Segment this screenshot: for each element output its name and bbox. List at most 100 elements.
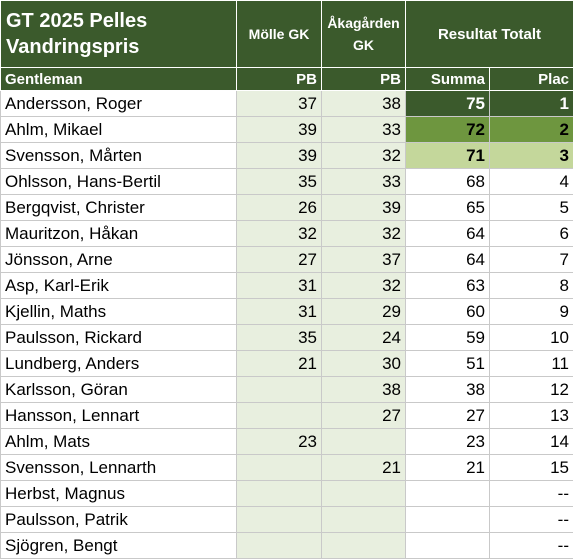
placement-cell[interactable]: 4: [489, 168, 573, 195]
molle-score-cell[interactable]: 35: [236, 324, 322, 351]
placement-cell[interactable]: 1: [489, 90, 573, 117]
player-name-cell[interactable]: Sjögren, Bengt: [0, 532, 237, 559]
player-name-cell[interactable]: Ahlm, Mats: [0, 428, 237, 455]
table-row: Paulsson, Rickard 35 24 59 10: [0, 324, 573, 351]
total-score-cell[interactable]: 27: [405, 402, 490, 429]
placement-cell[interactable]: 11: [489, 350, 573, 377]
molle-score-cell[interactable]: [236, 532, 322, 559]
molle-score-cell[interactable]: 37: [236, 90, 322, 117]
placement-cell[interactable]: 5: [489, 194, 573, 221]
aka-score-cell[interactable]: [321, 480, 406, 507]
player-name-cell[interactable]: Ahlm, Mikael: [0, 116, 237, 143]
molle-score-cell[interactable]: 27: [236, 246, 322, 273]
player-name-cell[interactable]: Hansson, Lennart: [0, 402, 237, 429]
subheader-aka-pb[interactable]: PB: [321, 67, 406, 91]
aka-score-cell[interactable]: 32: [321, 220, 406, 247]
molle-score-cell[interactable]: [236, 506, 322, 533]
column-header-molle-gk[interactable]: Mölle GK: [236, 0, 322, 68]
subheader-summa[interactable]: Summa: [405, 67, 490, 91]
total-score-cell[interactable]: 59: [405, 324, 490, 351]
aka-score-cell[interactable]: 30: [321, 350, 406, 377]
placement-cell[interactable]: 3: [489, 142, 573, 169]
subheader-plac[interactable]: Plac: [489, 67, 573, 91]
total-score-cell[interactable]: 75: [405, 90, 490, 117]
total-score-cell[interactable]: 72: [405, 116, 490, 143]
placement-cell[interactable]: 14: [489, 428, 573, 455]
total-score-cell[interactable]: 64: [405, 246, 490, 273]
player-name-cell[interactable]: Jönsson, Arne: [0, 246, 237, 273]
player-name-cell[interactable]: Kjellin, Maths: [0, 298, 237, 325]
player-name-cell[interactable]: Asp, Karl-Erik: [0, 272, 237, 299]
placement-cell[interactable]: 9: [489, 298, 573, 325]
player-name-cell[interactable]: Paulsson, Patrik: [0, 506, 237, 533]
aka-score-cell[interactable]: 21: [321, 454, 406, 481]
placement-cell[interactable]: --: [489, 506, 573, 533]
aka-score-cell[interactable]: [321, 428, 406, 455]
subheader-gentleman[interactable]: Gentleman: [0, 67, 237, 91]
player-name-cell[interactable]: Mauritzon, Håkan: [0, 220, 237, 247]
placement-cell[interactable]: 7: [489, 246, 573, 273]
aka-score-cell[interactable]: 39: [321, 194, 406, 221]
total-score-cell[interactable]: 21: [405, 454, 490, 481]
total-score-cell[interactable]: 64: [405, 220, 490, 247]
molle-score-cell[interactable]: [236, 454, 322, 481]
aka-score-cell[interactable]: 29: [321, 298, 406, 325]
player-name-cell[interactable]: Lundberg, Anders: [0, 350, 237, 377]
total-score-cell[interactable]: [405, 506, 490, 533]
player-name-cell[interactable]: Karlsson, Göran: [0, 376, 237, 403]
aka-score-cell[interactable]: 24: [321, 324, 406, 351]
molle-score-cell[interactable]: 23: [236, 428, 322, 455]
column-header-resultat-totalt[interactable]: Resultat Totalt: [405, 0, 573, 68]
molle-score-cell[interactable]: [236, 376, 322, 403]
molle-score-cell[interactable]: [236, 402, 322, 429]
column-header-akagarden-gk[interactable]: Åkagården GK: [321, 0, 406, 68]
molle-score-cell[interactable]: 21: [236, 350, 322, 377]
placement-cell[interactable]: 6: [489, 220, 573, 247]
player-name-cell[interactable]: Paulsson, Rickard: [0, 324, 237, 351]
molle-score-cell[interactable]: 32: [236, 220, 322, 247]
subheader-molle-pb[interactable]: PB: [236, 67, 322, 91]
placement-cell[interactable]: 8: [489, 272, 573, 299]
molle-score-cell[interactable]: 39: [236, 142, 322, 169]
player-name-cell[interactable]: Svensson, Lennarth: [0, 454, 237, 481]
total-score-cell[interactable]: 23: [405, 428, 490, 455]
placement-cell[interactable]: 12: [489, 376, 573, 403]
table-title[interactable]: GT 2025 Pelles Vandringspris: [0, 0, 237, 68]
molle-score-cell[interactable]: 26: [236, 194, 322, 221]
aka-score-cell[interactable]: 27: [321, 402, 406, 429]
total-score-cell[interactable]: [405, 532, 490, 559]
total-score-cell[interactable]: 63: [405, 272, 490, 299]
total-score-cell[interactable]: 60: [405, 298, 490, 325]
placement-cell[interactable]: --: [489, 532, 573, 559]
total-score-cell[interactable]: 65: [405, 194, 490, 221]
placement-cell[interactable]: 13: [489, 402, 573, 429]
placement-cell[interactable]: --: [489, 480, 573, 507]
player-name-cell[interactable]: Ohlsson, Hans-Bertil: [0, 168, 237, 195]
total-score-cell[interactable]: 68: [405, 168, 490, 195]
total-score-cell[interactable]: 71: [405, 142, 490, 169]
aka-score-cell[interactable]: 38: [321, 376, 406, 403]
aka-score-cell[interactable]: 32: [321, 142, 406, 169]
player-name-cell[interactable]: Bergqvist, Christer: [0, 194, 237, 221]
aka-score-cell[interactable]: [321, 532, 406, 559]
aka-score-cell[interactable]: 32: [321, 272, 406, 299]
placement-cell[interactable]: 15: [489, 454, 573, 481]
placement-cell[interactable]: 10: [489, 324, 573, 351]
molle-score-cell[interactable]: [236, 480, 322, 507]
aka-score-cell[interactable]: 38: [321, 90, 406, 117]
player-name-cell[interactable]: Herbst, Magnus: [0, 480, 237, 507]
molle-score-cell[interactable]: 39: [236, 116, 322, 143]
player-name-cell[interactable]: Svensson, Mårten: [0, 142, 237, 169]
aka-score-cell[interactable]: 37: [321, 246, 406, 273]
molle-score-cell[interactable]: 31: [236, 272, 322, 299]
molle-score-cell[interactable]: 35: [236, 168, 322, 195]
total-score-cell[interactable]: 51: [405, 350, 490, 377]
player-name-cell[interactable]: Andersson, Roger: [0, 90, 237, 117]
total-score-cell[interactable]: 38: [405, 376, 490, 403]
aka-score-cell[interactable]: 33: [321, 116, 406, 143]
placement-cell[interactable]: 2: [489, 116, 573, 143]
molle-score-cell[interactable]: 31: [236, 298, 322, 325]
aka-score-cell[interactable]: 33: [321, 168, 406, 195]
aka-score-cell[interactable]: [321, 506, 406, 533]
total-score-cell[interactable]: [405, 480, 490, 507]
